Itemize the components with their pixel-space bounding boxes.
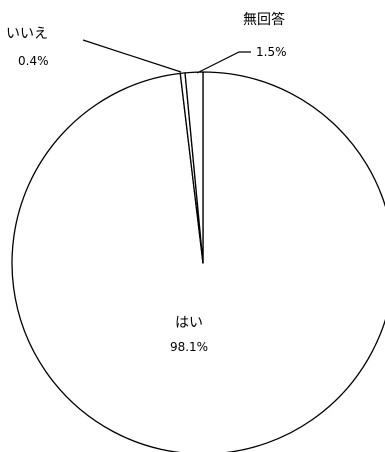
- slice-label-no: いいえ: [6, 26, 48, 42]
- leaders-layer: [82, 39, 251, 74]
- slice-value-yes: 98.1%: [170, 340, 208, 354]
- slice-value-no-answer: 1.5%: [256, 45, 287, 59]
- slice-value-no: 0.4%: [18, 54, 49, 68]
- leader-line-no: [82, 39, 182, 73]
- pie-slice-no-answer: [184, 71, 204, 264]
- pie-slice-yes: [11, 71, 385, 452]
- leader-line-no-answer: [196, 51, 251, 74]
- slices-layer: [11, 71, 385, 452]
- slice-label-no-answer: 無回答: [243, 11, 285, 28]
- labels-layer: はい 98.1% いいえ 0.4% 無回答 1.5%: [6, 11, 287, 354]
- slice-label-yes: はい: [175, 315, 203, 331]
